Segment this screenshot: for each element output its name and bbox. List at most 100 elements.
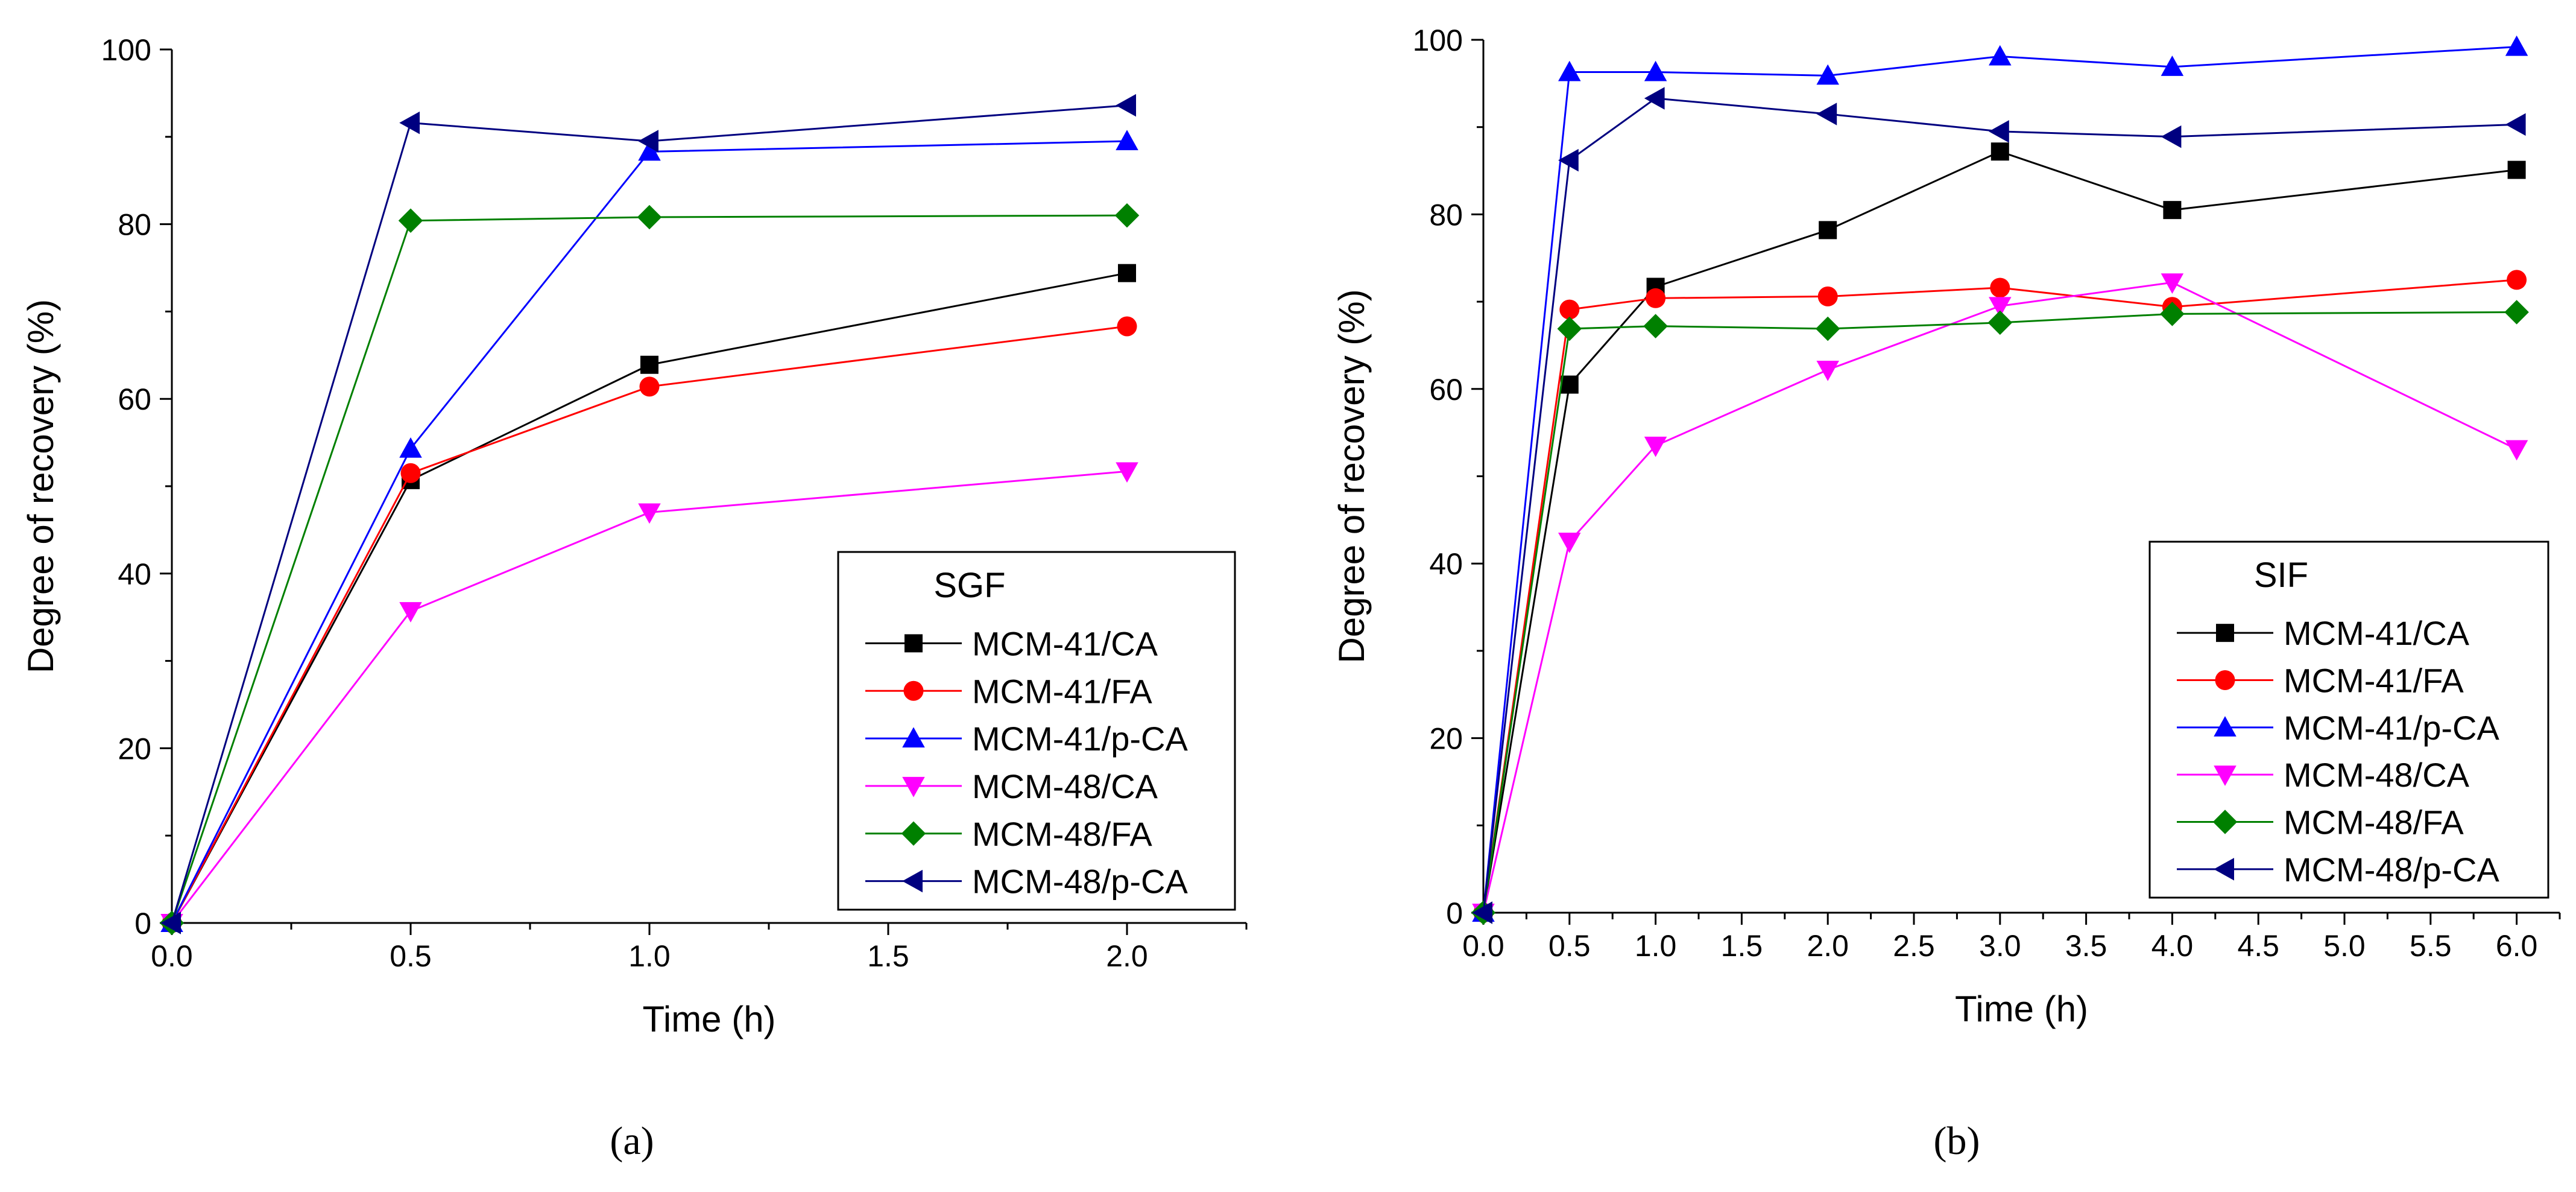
series-line-mcm-41-p-ca: [171, 140, 1128, 924]
legend-marker: [2214, 766, 2237, 786]
data-point: [1558, 148, 1579, 172]
legend-entry-label: MCM-41/FA: [2284, 662, 2464, 700]
data-point: [398, 208, 423, 233]
panel-label: (a): [610, 1119, 654, 1163]
chart-panel-a: 0 20 40 60 80 100 0.0 0.5 1.0 1.5 2.0 Time (h) Degre…: [21, 33, 1248, 1163]
data-point: [1819, 221, 1837, 239]
data-point: [2505, 35, 2528, 56]
data-point: [1114, 203, 1140, 228]
data-point: [1816, 360, 1839, 381]
x-tick-label: 1.5: [867, 939, 909, 973]
legend-marker: [2215, 670, 2235, 690]
x-tick-label: 5.5: [2410, 929, 2452, 963]
legend-entry-label: MCM-48/CA: [2284, 756, 2470, 794]
chart-panel-b: 0 20 40 60 80 100 0.0 0.5 1.0 1.5 2.0 2.5 3.0 3.5 4.0 4…: [1331, 24, 2561, 1163]
data-point: [1816, 103, 1837, 125]
y-tick-label: 80: [1429, 198, 1463, 232]
data-point: [1559, 299, 1580, 320]
data-point: [638, 130, 658, 153]
x-axis-title: Time (h): [1955, 989, 2088, 1029]
data-point: [1117, 316, 1137, 337]
data-point: [1560, 375, 1579, 394]
data-point: [1989, 45, 2012, 66]
data-point: [2507, 270, 2527, 290]
x-tick-label: 3.0: [1979, 929, 2021, 963]
y-axis-title: Degree of recovery (%): [1331, 289, 1372, 663]
data-point: [1990, 277, 2010, 298]
y-tick-label: 60: [1429, 373, 1463, 407]
data-point: [2160, 302, 2185, 326]
data-point: [1646, 288, 1666, 308]
data-point: [1817, 286, 1838, 306]
y-tick-label: 0: [134, 907, 151, 940]
data-point: [2504, 300, 2529, 325]
y-tick-label: 40: [118, 557, 151, 591]
data-point: [1644, 436, 1667, 457]
legend-title: SIF: [2254, 556, 2308, 595]
data-point: [1118, 264, 1136, 282]
series-line-mcm-48-p-ca: [171, 104, 1128, 924]
series-line-mcm-48-fa: [171, 214, 1128, 924]
series-line-mcm-41-ca: [171, 272, 1128, 924]
x-tick-label: 2.5: [1893, 929, 1935, 963]
y-tick-label: 60: [118, 382, 151, 416]
legend-entry-label: MCM-41/p-CA: [972, 720, 1188, 758]
legend-entry-label: MCM-48/p-CA: [972, 863, 1188, 901]
legend-box: [2148, 541, 2549, 899]
series-line-mcm-48-ca: [171, 470, 1128, 924]
data-point: [1644, 87, 1665, 110]
data-point: [1643, 314, 1668, 338]
series-line-mcm-41-fa: [171, 325, 1128, 924]
x-tick-label: 3.5: [2065, 929, 2107, 963]
data-point: [1989, 120, 2009, 143]
data-point: [1557, 316, 1582, 341]
legend-entry-label: MCM-48/FA: [2284, 804, 2464, 842]
legend-marker: [901, 821, 926, 846]
data-point: [2163, 201, 2182, 220]
y-tick-label: 100: [1413, 24, 1463, 57]
x-tick-label: 6.0: [2496, 929, 2538, 963]
x-tick-label: 1.0: [628, 939, 671, 973]
data-point: [1116, 462, 1138, 483]
legend-box: [837, 551, 1236, 911]
data-point: [1644, 60, 1667, 81]
legend-entry-label: MCM-41/FA: [972, 672, 1152, 710]
x-tick-label: 5.0: [2323, 929, 2366, 963]
y-tick-label: 100: [101, 33, 151, 67]
y-tick-label: 0: [1446, 896, 1463, 930]
x-tick-label: 2.0: [1807, 929, 1849, 963]
legend-marker: [2212, 810, 2238, 834]
data-point: [640, 355, 658, 374]
data-point: [2507, 160, 2526, 179]
x-tick-label: 0.5: [1548, 929, 1591, 963]
data-point: [1816, 64, 1839, 85]
legend-marker: [904, 634, 923, 653]
legend-entry-label: MCM-48/FA: [972, 815, 1152, 853]
data-point: [399, 602, 422, 623]
legend-marker: [902, 869, 923, 893]
legend-marker: [902, 727, 925, 748]
panel-label: (b): [1934, 1119, 1980, 1163]
x-tick-label: 4.5: [2237, 929, 2279, 963]
data-point: [400, 463, 421, 483]
legend-entry-label: MCM-48/p-CA: [2284, 851, 2499, 889]
y-axis-title: Degree of recovery (%): [21, 299, 61, 673]
legend-entry-label: MCM-48/CA: [972, 767, 1158, 805]
data-point: [2161, 55, 2184, 76]
data-point: [1116, 130, 1138, 151]
legend-marker: [903, 680, 924, 701]
data-point: [2505, 440, 2528, 461]
data-point: [638, 503, 661, 524]
x-tick-label: 0.5: [390, 939, 432, 973]
legend-marker: [2214, 716, 2237, 737]
legend-marker: [2216, 624, 2234, 642]
legend-marker: [2214, 858, 2234, 881]
data-point: [637, 204, 662, 230]
x-tick-label: 2.0: [1106, 939, 1148, 973]
legend-marker: [902, 776, 925, 797]
x-axis-title: Time (h): [642, 999, 775, 1039]
data-point: [1472, 901, 1492, 924]
x-tick-label: 4.0: [2151, 929, 2194, 963]
y-tick-label: 20: [118, 732, 151, 766]
